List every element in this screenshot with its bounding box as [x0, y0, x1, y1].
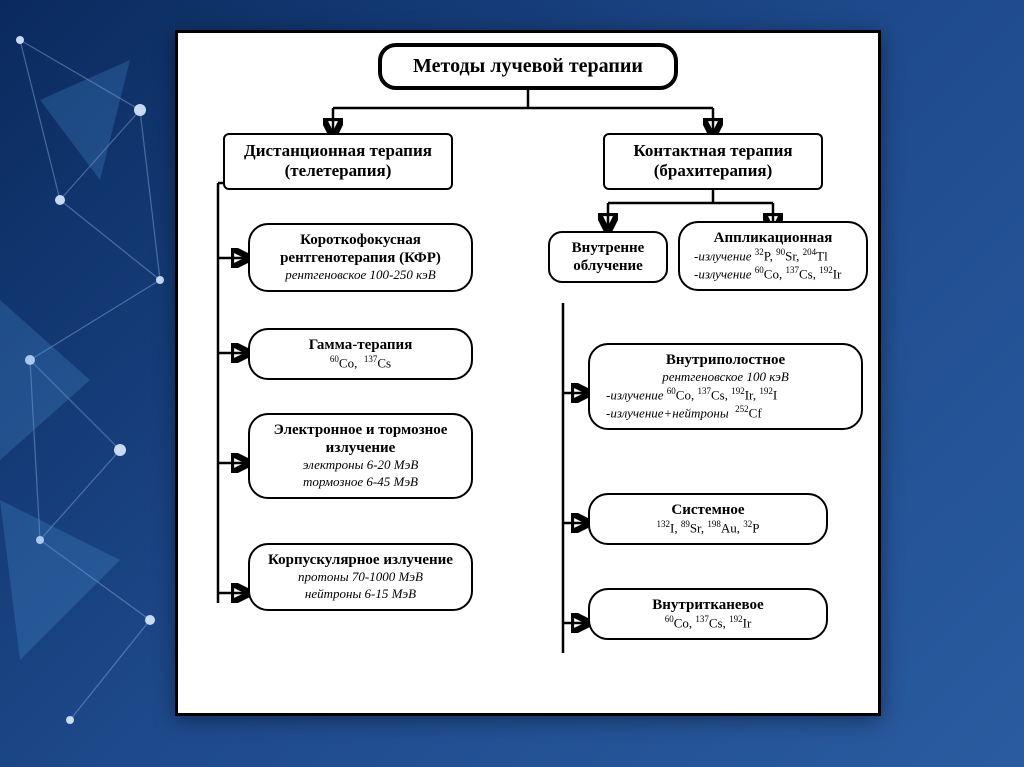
- left-header-line2: (телетерапия): [233, 161, 443, 181]
- right-child-0-line1: -излучение 60Co, 137Cs, 192Ir, 192I: [598, 386, 853, 404]
- left-child-2-title: Электронное и тормозное излучение: [258, 421, 463, 457]
- right-child-2-iso: 60Co, 137Cs, 192Ir: [598, 614, 818, 632]
- background-network: [0, 0, 200, 767]
- left-header-line1: Дистанционная терапия: [233, 141, 443, 161]
- left-child-0: Короткофокусная рентгенотерапия (КФР) ре…: [248, 223, 473, 292]
- left-child-3: Корпускулярное излучение протоны 70-1000…: [248, 543, 473, 611]
- right-header-line2: (брахитерапия): [613, 161, 813, 181]
- right-child-2-title: Внутритканевое: [598, 596, 818, 614]
- right-child-1-iso: 132I, 89Sr, 198Au, 32P: [598, 519, 818, 537]
- left-child-3-sub: протоны 70-1000 МэВнейтроны 6-15 МэВ: [258, 569, 463, 603]
- left-child-0-sub: рентгеновское 100-250 кэВ: [258, 267, 463, 284]
- left-header: Дистанционная терапия (телетерапия): [223, 133, 453, 190]
- right-header: Контактная терапия (брахитерапия): [603, 133, 823, 190]
- root-node: Методы лучевой терапии: [378, 43, 678, 90]
- right-internal: Внутренне облучение: [548, 231, 668, 283]
- right-application-line1: -излучение 32P, 90Sr, 204Tl: [688, 247, 858, 265]
- left-child-2: Электронное и тормозное излучение электр…: [248, 413, 473, 499]
- right-child-1-title: Системное: [598, 501, 818, 519]
- right-application-line2: -излучение 60Co, 137Cs, 192Ir: [688, 265, 858, 283]
- left-child-1: Гамма-терапия 60Co, 137Cs: [248, 328, 473, 380]
- right-header-line1: Контактная терапия: [613, 141, 813, 161]
- right-child-0-line2: -излучение+нейтроны 252Cf: [598, 404, 853, 422]
- left-child-0-title: Короткофокусная рентгенотерапия (КФР): [258, 231, 463, 267]
- left-child-3-title: Корпускулярное излучение: [258, 551, 463, 569]
- right-child-2: Внутритканевое 60Co, 137Cs, 192Ir: [588, 588, 828, 640]
- right-child-0: Внутриполостное рентгеновское 100 кэВ -и…: [588, 343, 863, 430]
- right-internal-line2: облучение: [558, 257, 658, 275]
- right-application-title: Аппликационная: [688, 229, 858, 247]
- left-child-1-title: Гамма-терапия: [258, 336, 463, 354]
- left-child-2-sub: электроны 6-20 МэВтормозное 6-45 МэВ: [258, 457, 463, 491]
- right-internal-line1: Внутренне: [558, 239, 658, 257]
- root-label: Методы лучевой терапии: [413, 55, 643, 77]
- right-child-0-title: Внутриполостное: [598, 351, 853, 369]
- right-child-0-sub: рентгеновское 100 кэВ: [598, 369, 853, 386]
- right-application: Аппликационная -излучение 32P, 90Sr, 204…: [678, 221, 868, 291]
- diagram-card: Методы лучевой терапии Дистанционная тер…: [175, 30, 881, 716]
- left-child-1-iso: 60Co, 137Cs: [258, 354, 463, 372]
- right-child-1: Системное 132I, 89Sr, 198Au, 32P: [588, 493, 828, 545]
